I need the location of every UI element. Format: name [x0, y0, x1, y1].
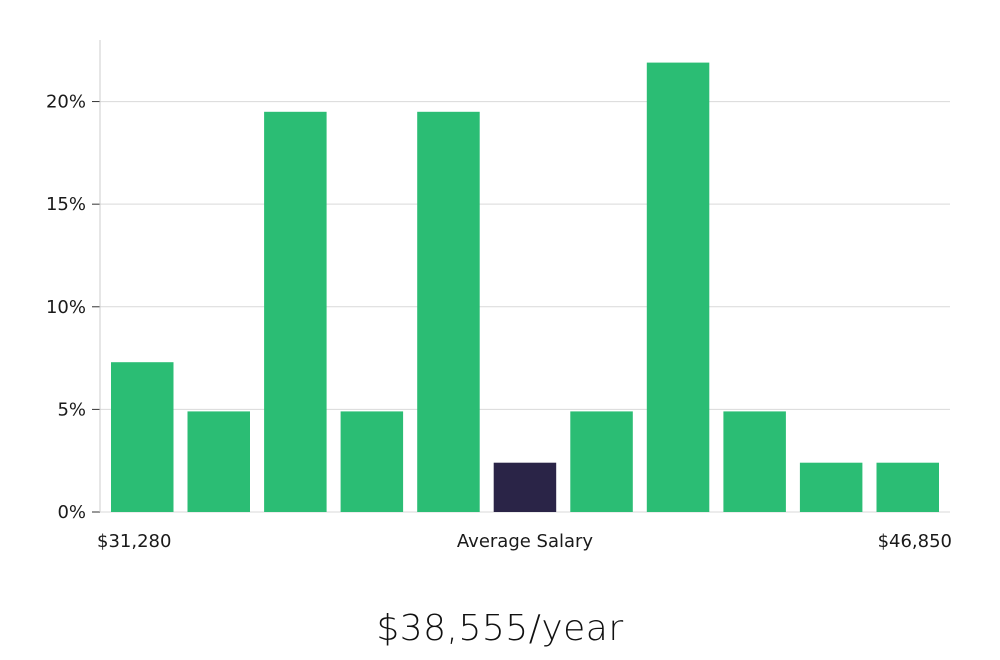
y-tick-label: 15% — [46, 194, 86, 215]
x-label-average: Average Salary — [457, 531, 594, 552]
salary-histogram: 0% 5% 10% 15% 20% $31,280 Average Salary $46… — [46, 40, 952, 552]
y-tick-label: 0% — [57, 502, 86, 523]
bar — [264, 111, 327, 513]
y-tick-label: 20% — [46, 92, 86, 113]
bar — [646, 62, 710, 512]
bar — [570, 411, 633, 512]
y-tick-label: 10% — [46, 297, 86, 318]
bar — [417, 111, 480, 513]
bar — [187, 411, 250, 512]
bar — [876, 462, 939, 512]
average-salary-headline: $38,555/year — [376, 608, 624, 649]
bar — [340, 411, 404, 512]
bar-average-salary — [493, 462, 557, 512]
grid-lines — [100, 101, 950, 410]
x-label-min: $31,280 — [97, 531, 171, 552]
bars — [111, 62, 939, 513]
x-axis-labels: $31,280 Average Salary $46,850 — [97, 531, 952, 552]
y-tick-labels: 0% 5% 10% 15% 20% — [46, 92, 86, 523]
bar — [799, 462, 863, 512]
bar — [723, 411, 786, 512]
bar — [111, 362, 174, 512]
y-tick-label: 5% — [57, 399, 86, 420]
x-label-max: $46,850 — [878, 531, 952, 552]
